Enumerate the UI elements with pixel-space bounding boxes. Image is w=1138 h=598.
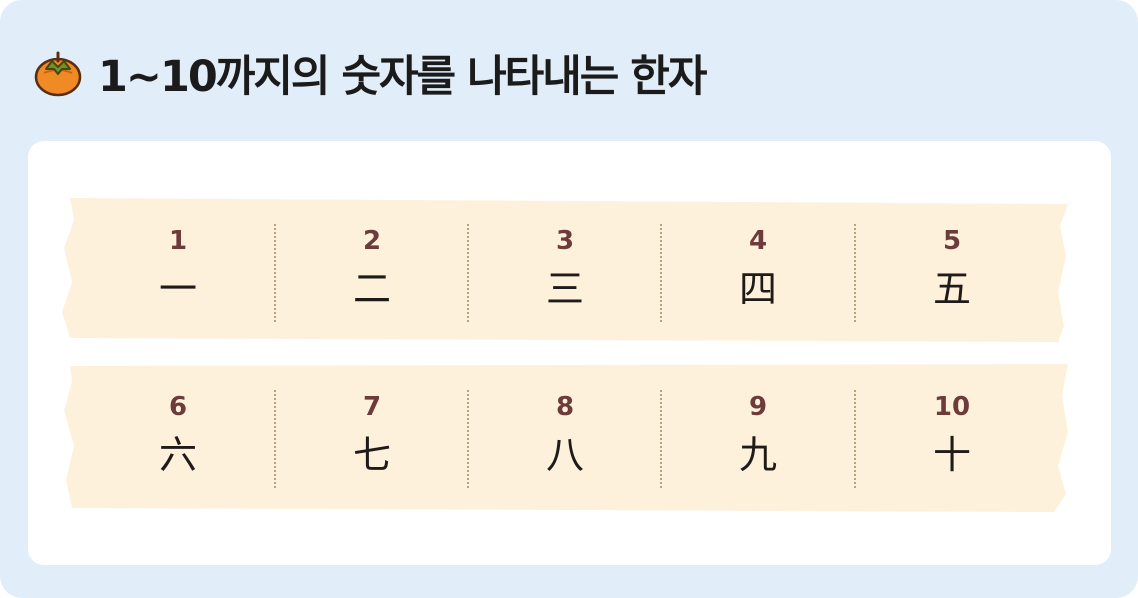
hanja-character: 三	[545, 267, 584, 311]
hanja-character: 四	[738, 267, 777, 311]
number-cell: 7 七	[312, 392, 432, 478]
arabic-number: 10	[933, 392, 971, 422]
arabic-number: 8	[555, 392, 575, 422]
number-cell: 8 八	[505, 392, 625, 478]
hanja-character: 六	[158, 433, 197, 477]
hanja-character: 一	[158, 267, 197, 311]
dotted-divider	[274, 390, 276, 488]
number-cell: 10 十	[892, 392, 1012, 478]
dotted-divider	[660, 224, 662, 322]
number-cell: 4 四	[698, 226, 818, 312]
hanja-character: 七	[352, 433, 391, 477]
arabic-number: 6	[168, 392, 188, 422]
hanja-character: 八	[545, 433, 584, 477]
dotted-divider	[274, 224, 276, 322]
arabic-number: 3	[555, 226, 575, 256]
hanja-character: 九	[738, 433, 777, 477]
hanja-character: 二	[352, 267, 391, 311]
arabic-number: 2	[362, 226, 382, 256]
arabic-number: 9	[748, 392, 768, 422]
arabic-number: 7	[362, 392, 382, 422]
tape-strip	[64, 364, 1068, 512]
tape-strip	[62, 198, 1068, 342]
dotted-divider	[660, 390, 662, 488]
dotted-divider	[467, 390, 469, 488]
hanja-character: 五	[932, 267, 971, 311]
number-cell: 5 五	[892, 226, 1012, 312]
number-cell: 6 六	[118, 392, 238, 478]
dotted-divider	[467, 224, 469, 322]
arabic-number: 1	[168, 226, 188, 256]
dotted-divider	[854, 224, 856, 322]
number-cell: 3 三	[505, 226, 625, 312]
page-title: 1~10까지의 숫자를 나타내는 한자	[98, 52, 707, 102]
arabic-number: 5	[942, 226, 962, 256]
tape-row-2: 6 六 7 七 8 八 9 九 10 十	[0, 362, 1138, 514]
number-cell: 2 二	[312, 226, 432, 312]
number-cell: 1 一	[118, 226, 238, 312]
header: 1~10까지의 숫자를 나타내는 한자	[32, 40, 707, 106]
tape-row-1: 1 一 2 二 3 三 4 四 5 五	[0, 196, 1138, 348]
number-cell: 9 九	[698, 392, 818, 478]
hanja-character: 十	[932, 433, 971, 477]
arabic-number: 4	[748, 226, 768, 256]
persimmon-icon	[34, 51, 82, 97]
dotted-divider	[854, 390, 856, 488]
